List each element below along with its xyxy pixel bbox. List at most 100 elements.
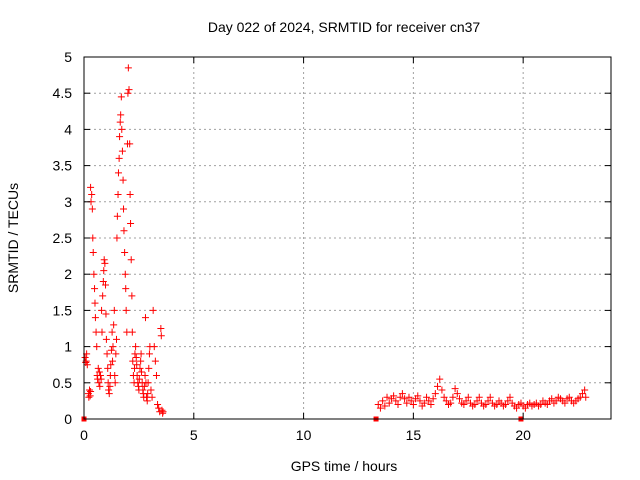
data-point — [100, 256, 108, 264]
data-point — [434, 382, 442, 390]
data-point — [403, 399, 411, 407]
data-point — [390, 392, 398, 400]
y-tick-label: 3.5 — [53, 158, 73, 174]
y-tick-label: 1.5 — [53, 302, 73, 318]
data-point — [117, 111, 125, 119]
data-point — [398, 390, 406, 398]
data-point — [147, 386, 155, 394]
data-point — [136, 364, 144, 372]
data-point — [431, 390, 439, 398]
data-point — [151, 357, 159, 365]
x-tick-label: 5 — [190, 427, 198, 443]
y-tick-labels: 0 0.5 1 1.5 2 2.5 3 3.5 4 4.5 5 — [53, 49, 73, 427]
data-point — [143, 397, 151, 405]
data-point — [451, 385, 459, 393]
chart-title: Day 022 of 2024, SRMTID for receiver cn3… — [208, 19, 481, 35]
data-point — [473, 397, 481, 405]
x-tick-label: 0 — [80, 427, 88, 443]
data-point — [105, 386, 113, 394]
data-point — [506, 393, 514, 401]
data-point — [95, 368, 103, 376]
data-point — [132, 353, 140, 361]
data-point — [119, 176, 127, 184]
data-point — [157, 332, 165, 340]
data-point — [401, 395, 409, 403]
data-point — [145, 350, 153, 358]
data-point — [100, 267, 108, 275]
data-point — [141, 372, 149, 380]
data-point — [98, 328, 106, 336]
data-point — [110, 321, 118, 329]
data-point — [116, 133, 124, 141]
data-point — [99, 277, 107, 285]
x-tick-labels: 0 5 10 15 20 — [80, 427, 531, 443]
data-point — [429, 395, 437, 403]
data-point — [87, 183, 95, 191]
data-point — [96, 382, 104, 390]
data-point — [121, 270, 129, 278]
data-point — [122, 306, 130, 314]
data-point — [552, 397, 560, 405]
data-point — [109, 357, 117, 365]
data-point — [114, 191, 122, 199]
data-point — [88, 205, 96, 213]
data-point — [513, 404, 521, 412]
data-point — [92, 328, 100, 336]
data-point — [115, 154, 123, 162]
data-point — [455, 395, 463, 403]
data-point — [504, 397, 512, 405]
data-point — [85, 393, 93, 401]
data-point — [392, 397, 400, 405]
data-point — [112, 350, 120, 358]
data-point — [126, 191, 134, 199]
data-point — [131, 350, 139, 358]
data-point — [113, 212, 121, 220]
data-point — [111, 379, 119, 387]
axis-ticks — [83, 56, 611, 420]
data-point — [394, 401, 402, 409]
data-point — [104, 364, 112, 372]
data-point — [493, 401, 501, 409]
data-point — [548, 395, 556, 403]
data-point — [106, 382, 114, 390]
data-point — [436, 375, 444, 383]
data-point — [159, 408, 167, 416]
data-point — [90, 270, 98, 278]
y-tick-label: 3 — [64, 194, 72, 210]
data-point — [453, 390, 461, 398]
data-point — [105, 390, 113, 398]
data-point — [109, 343, 117, 351]
x-tick-label: 10 — [296, 427, 312, 443]
data-point — [407, 397, 415, 405]
data-point — [427, 401, 435, 409]
data-point — [565, 393, 573, 401]
data-point — [460, 401, 468, 409]
plot-frame — [83, 56, 612, 420]
data-point — [420, 399, 428, 407]
data-point — [122, 285, 130, 293]
data-point — [98, 306, 106, 314]
data-point — [129, 357, 137, 365]
data-point — [379, 397, 387, 405]
data-point — [154, 401, 162, 409]
y-axis-label: SRMTID / TECUs — [5, 183, 21, 293]
data-point — [91, 299, 99, 307]
data-point — [396, 393, 404, 401]
data-point — [118, 147, 126, 155]
data-point — [102, 335, 110, 343]
data-point — [133, 372, 141, 380]
data-point — [381, 402, 389, 410]
data-point — [157, 325, 165, 332]
data-point — [128, 292, 136, 300]
y-tick-label: 2.5 — [53, 230, 73, 246]
data-point — [91, 314, 99, 322]
data-point — [449, 393, 457, 401]
data-point — [126, 140, 134, 148]
data-point — [116, 118, 124, 126]
data-point — [158, 406, 166, 414]
data-point — [120, 205, 128, 213]
data-point — [416, 397, 424, 405]
data-point — [447, 399, 455, 407]
data-point — [138, 368, 146, 376]
data-point — [482, 401, 490, 409]
